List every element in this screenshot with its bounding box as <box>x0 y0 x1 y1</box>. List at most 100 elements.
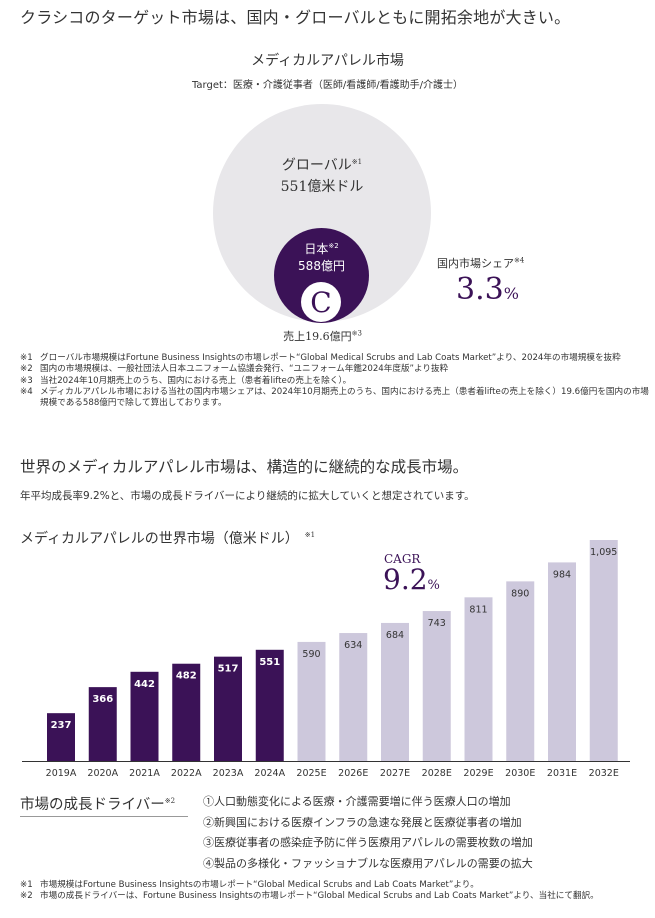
logo-letter: C <box>310 285 332 319</box>
global-note-mark: ※1 <box>351 158 363 166</box>
share-number: 3.3 <box>456 272 504 307</box>
domestic-share-label: 国内市場シェア※4 <box>437 255 524 271</box>
cagr-label: CAGR <box>384 552 421 566</box>
x-tick-label: 2020A <box>87 768 118 779</box>
global-label: グローバル <box>281 157 352 174</box>
growth-heading: 世界のメディカルアパレル市場は、構造的に継続的な成長市場。 <box>20 458 469 476</box>
driver-item: ③医療従事者の感染症予防に伴う医療用アパレルの需要枚数の増加 <box>203 836 533 849</box>
x-tick-label: 2022A <box>171 768 202 779</box>
x-tick-label: 2026E <box>338 768 368 779</box>
bars-group: 237 2019A 366 2020A 442 2021A 482 2022A 517 2023A… <box>46 540 619 779</box>
footnote-text: グローバル市場規模はFortune Business Insightsの市場レポ… <box>40 353 621 363</box>
bar-value-label: 634 <box>344 640 362 651</box>
footnote: ※2 国内の市場規模は、一般社団法人日本ユニフォーム協議会発行、“ユニフォーム年鑑… <box>20 364 650 375</box>
japan-value: 588億円 <box>298 259 345 273</box>
bar-value-label: 1,095 <box>590 547 617 558</box>
footnote: ※4 メディカルアパレル市場における当社の国内市場シェアは、2024年10月期売上… <box>20 387 650 410</box>
x-tick-label: 2028E <box>422 768 452 779</box>
footnote: ※3 当社2024年10月期売上のうち、国内における売上（患者着lifteの売上を… <box>20 376 650 387</box>
footnote-mark: ※4 <box>20 386 33 397</box>
footnote-text: 当社2024年10月期売上のうち、国内における売上（患者着lifteの売上を除く… <box>40 375 352 386</box>
x-tick-label: 2029E <box>463 768 493 779</box>
cagr-number: 9.2 <box>383 563 428 596</box>
target-description: Target：医療・介護従事者（医師/看護師/看護助手/介護士） <box>191 80 464 91</box>
drivers-note-mark: ※2 <box>164 797 176 806</box>
cagr-unit: % <box>427 578 440 593</box>
driver-item: ①人口動態変化による医療・介護需要増に伴う医療人口の増加 <box>203 795 511 808</box>
bar-2027E <box>381 622 409 761</box>
x-tick-label: 2019A <box>46 768 77 779</box>
japan-note-mark: ※2 <box>328 242 339 250</box>
chart-title: メディカルアパレルの世界市場（億米ドル） ※1 <box>20 528 315 548</box>
x-tick-label: 2031E <box>547 768 577 779</box>
growth-subheading: 年平均成長率9.2%と、市場の成長ドライバーにより継続的に拡大していくと想定され… <box>20 490 475 502</box>
global-value: 551億米ドル <box>280 178 364 195</box>
page-headline: クラシコのターゲット市場は、国内・グローバルともに開拓余地が大きい。 <box>20 8 571 27</box>
market-title: メディカルアパレル市場 <box>251 53 404 69</box>
drivers-heading-text: 市場の成長ドライバー <box>20 797 165 813</box>
footnote-text: 国内の市場規模は、一般社団法人日本ユニフォーム協議会発行、“ユニフォーム年鑑20… <box>40 364 449 375</box>
company-sales: 売上19.6億円※3 <box>250 328 395 344</box>
bar-2026E <box>339 633 368 761</box>
bar-value-label: 743 <box>428 618 446 629</box>
bar-2020A <box>88 687 117 761</box>
domestic-share-value: 3.3% <box>456 272 519 307</box>
footnotes-bottom: ※1 市場規模はFortune Business Insightsの市場レポート“… <box>20 880 650 903</box>
bar-2031E <box>548 562 576 761</box>
sales-label: 売上19.6億円 <box>283 330 352 343</box>
footnote-mark: ※3 <box>20 375 33 386</box>
bar-value-label: 684 <box>386 630 404 641</box>
bar-value-label: 890 <box>511 588 529 599</box>
x-tick-label: 2027E <box>380 768 410 779</box>
x-tick-label: 2024A <box>254 768 285 779</box>
footnote-text: 市場の成長ドライバーは、Fortune Business Insightsの市場… <box>40 891 599 902</box>
x-tick-label: 2032E <box>589 768 619 779</box>
bar-2032E <box>589 540 618 761</box>
cagr-value: 9.2% <box>383 563 440 596</box>
footnote: ※1 グローバル市場規模はFortune Business Insightsの市場… <box>20 353 650 364</box>
japan-label: 日本 <box>304 242 329 256</box>
bar-2024A <box>255 649 284 761</box>
bar-value-label: 366 <box>92 694 113 705</box>
drivers-heading: 市場の成長ドライバー※2 <box>20 793 175 814</box>
bar-value-label: 517 <box>218 664 239 675</box>
footnote: ※2 市場の成長ドライバーは、Fortune Business Insightsの… <box>20 891 650 902</box>
bar-2021A <box>130 671 159 761</box>
bar-2019A <box>47 713 75 761</box>
driver-item: ②新興国における医療インフラの急速な発展と医療従事者の増加 <box>203 815 522 829</box>
driver-item: ④製品の多様化・ファッショナブルな医療用アパレルの需要の拡大 <box>203 856 533 870</box>
footnote-text: 市場規模はFortune Business Insightsの市場レポート“Gl… <box>40 880 479 890</box>
bar-2028E <box>422 611 451 761</box>
x-tick-label: 2023A <box>213 768 244 779</box>
japan-market-label: 日本※2 588億円 <box>274 238 369 275</box>
bar-value-label: 811 <box>469 604 487 615</box>
x-tick-label: 2025E <box>296 768 326 779</box>
bar-value-label: 237 <box>51 720 72 731</box>
bar-2030E <box>506 581 535 761</box>
footnote-mark: ※1 <box>20 880 33 890</box>
footnote-mark: ※1 <box>20 353 33 363</box>
company-logo-icon: C <box>301 282 341 322</box>
footnotes-top: ※1 グローバル市場規模はFortune Business Insightsの市場… <box>20 353 650 409</box>
bar-value-label: 590 <box>302 649 320 660</box>
x-tick-label: 2021A <box>129 768 160 779</box>
x-tick-label: 2030E <box>505 768 535 779</box>
footnote-mark: ※2 <box>20 364 33 375</box>
drivers-list: ①人口動態変化による医療・介護需要増に伴う医療人口の増加 ②新興国における医療イ… <box>203 792 533 874</box>
bar-2022A <box>172 663 201 761</box>
bar-value-label: 482 <box>176 671 197 682</box>
global-market-label: グローバル※1 551億米ドル <box>213 152 431 198</box>
share-label-text: 国内市場シェア <box>437 257 514 270</box>
bar-2023A <box>214 656 242 761</box>
footnote-text: メディカルアパレル市場における当社の国内市場シェアは、2024年10月期売上のう… <box>40 386 649 409</box>
sales-note-mark: ※3 <box>351 329 362 338</box>
share-unit: % <box>503 284 519 303</box>
drivers-heading-underline <box>20 816 188 817</box>
bar-value-label: 984 <box>553 569 571 580</box>
footnote-mark: ※2 <box>20 891 33 902</box>
bar-value-label: 442 <box>134 679 155 690</box>
footnote: ※1 市場規模はFortune Business Insightsの市場レポート“… <box>20 880 650 891</box>
chart-title-text: メディカルアパレルの世界市場（億米ドル） <box>20 531 299 547</box>
share-note-mark: ※4 <box>514 256 525 265</box>
